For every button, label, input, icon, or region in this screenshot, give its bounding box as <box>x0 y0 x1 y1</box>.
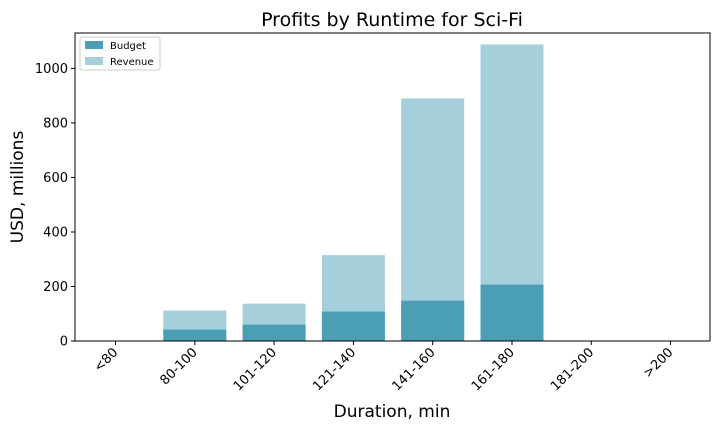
x-tick-label: 141-160 <box>390 345 439 394</box>
bar-revenue-141-160 <box>401 98 465 342</box>
y-axis: 0 200 400 600 800 1000 <box>35 62 75 350</box>
chart-title: Profits by Runtime for Sci-Fi <box>261 9 523 31</box>
x-tick-label: 101-120 <box>231 345 280 394</box>
legend-label-revenue: Revenue <box>110 57 154 68</box>
x-tick-label: >200 <box>641 345 677 381</box>
y-tick-label: 0 <box>60 335 68 350</box>
x-tick-label: 161-180 <box>469 345 518 394</box>
legend: Budget Revenue <box>79 36 161 71</box>
y-tick-label: 600 <box>43 171 68 186</box>
y-axis-label: USD, millions <box>8 131 28 244</box>
bar-budget-161-180 <box>480 284 544 341</box>
y-tick-label: 400 <box>43 225 68 240</box>
x-tick-label: <80 <box>91 345 121 375</box>
plot-frame <box>74 32 711 342</box>
y-tick-label: 800 <box>43 116 68 131</box>
x-axis: <80 80-100 101-120 121-140 141-160 161-180 181… <box>91 341 676 394</box>
bars <box>163 44 544 342</box>
legend-swatch-revenue <box>85 57 103 65</box>
x-tick-label: 121-140 <box>310 345 359 394</box>
x-axis-label: Duration, min <box>334 402 451 422</box>
bar-budget-101-120 <box>242 324 306 341</box>
x-tick-label: 80-100 <box>157 345 200 388</box>
y-tick-label: 1000 <box>35 62 68 77</box>
x-tick-label: 181-200 <box>548 345 597 394</box>
legend-swatch-budget <box>85 41 103 49</box>
bar-budget-141-160 <box>401 300 465 341</box>
y-tick-label: 200 <box>43 280 68 295</box>
bar-budget-80-100 <box>163 329 227 341</box>
legend-label-budget: Budget <box>110 41 146 52</box>
bar-budget-121-140 <box>321 311 385 341</box>
